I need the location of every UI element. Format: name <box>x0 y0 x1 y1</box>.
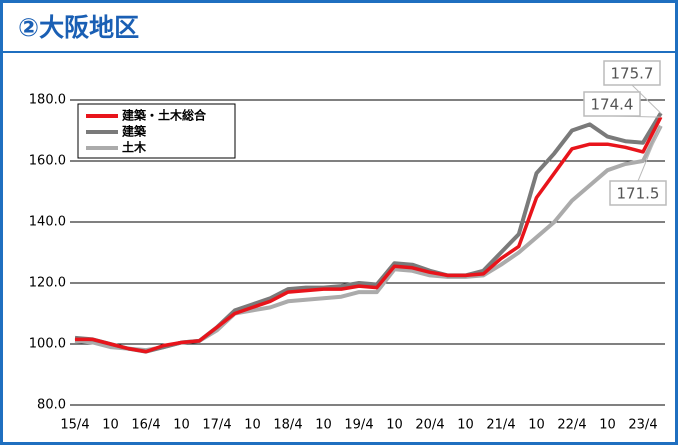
legend-label: 建築・土木総合 <box>121 108 207 123</box>
x-tick-label: 10 <box>102 418 119 433</box>
y-tick-label: 140.0 <box>29 215 66 230</box>
callout-label: 171.5 <box>617 185 660 203</box>
callout-leader <box>637 125 662 182</box>
x-tick-label: 10 <box>244 418 261 433</box>
callout-label: 174.4 <box>591 96 634 114</box>
x-tick-label: 19/4 <box>344 418 373 433</box>
x-tick-label: 10 <box>457 418 474 433</box>
x-tick-label: 16/4 <box>131 418 160 433</box>
callout-label: 175.7 <box>611 65 654 83</box>
x-tick-label: 10 <box>528 418 545 433</box>
x-tick-label: 23/4 <box>628 418 657 433</box>
x-tick-label: 10 <box>315 418 332 433</box>
x-tick-label: 20/4 <box>415 418 444 433</box>
callout-leader <box>631 84 662 114</box>
x-tick-label: 17/4 <box>202 418 231 433</box>
x-tick-label: 21/4 <box>486 418 515 433</box>
x-tick-label: 10 <box>599 418 616 433</box>
callout-box <box>583 91 641 117</box>
y-tick-label: 80.0 <box>37 398 66 413</box>
chart-title: ②大阪地区 <box>18 13 139 42</box>
y-tick-label: 160.0 <box>29 154 66 169</box>
series-line <box>75 116 663 354</box>
y-tick-label: 100.0 <box>29 337 66 352</box>
legend-label: 建築 <box>121 124 147 139</box>
x-tick-label: 10 <box>173 418 190 433</box>
y-tick-label: 120.0 <box>29 276 66 291</box>
callout-box <box>609 180 667 206</box>
legend-label: 土木 <box>122 140 147 155</box>
x-tick-label: 18/4 <box>273 418 302 433</box>
callout-box <box>603 60 661 86</box>
x-tick-label: 10 <box>386 418 403 433</box>
x-tick-label: 22/4 <box>557 418 586 433</box>
y-tick-label: 180.0 <box>29 93 66 108</box>
x-tick-label: 15/4 <box>60 418 89 433</box>
